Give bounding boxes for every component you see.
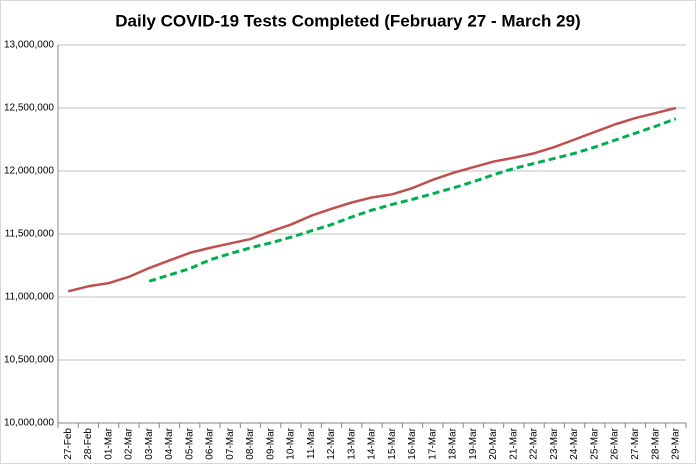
x-tick-label: 13-Mar [346,427,357,459]
x-tick-label: 27-Feb [63,428,74,460]
x-tick-label: 19-Mar [468,427,479,459]
x-tick-label: 25-Mar [589,427,600,459]
x-tick-label: 07-Mar [225,427,236,459]
x-tick-label: 27-Mar [630,427,641,459]
x-tick-label: 05-Mar [184,427,195,459]
x-tick-label: 24-Mar [569,427,580,459]
y-tick-label: 11,000,000 [5,292,55,303]
x-tick-label: 11-Mar [306,427,317,459]
x-tick-label: 15-Mar [387,427,398,459]
x-tick-label: 01-Mar [103,427,114,459]
x-tick-label: 20-Mar [488,427,499,459]
x-tick-label: 14-Mar [367,427,378,459]
x-tick-label: 08-Mar [245,427,256,459]
y-tick-label: 13,000,000 [4,40,54,51]
x-tick-label: 16-Mar [407,427,418,459]
x-tick-label: 09-Mar [265,427,276,459]
y-tick-label: 10,000,000 [4,418,54,429]
x-tick-label: 23-Mar [549,427,560,459]
x-tick-label: 10-Mar [286,427,297,459]
x-tick-label: 21-Mar [508,427,519,459]
x-tick-label: 04-Mar [164,427,175,459]
chart-title: Daily COVID-19 Tests Completed (February… [115,11,580,30]
x-tick-label: 26-Mar [610,427,621,459]
x-tick-label: 22-Mar [529,427,540,459]
x-tick-label: 28-Mar [650,427,661,459]
x-tick-label: 02-Mar [124,427,135,459]
y-tick-label: 11,500,000 [5,229,55,240]
y-tick-label: 12,500,000 [4,103,54,114]
x-tick-label: 28-Feb [83,428,94,460]
y-tick-label: 10,500,000 [4,355,54,366]
x-tick-label: 29-Mar [671,427,682,459]
series-line [67,106,677,293]
x-tick-label: 06-Mar [205,427,216,459]
y-tick-label: 12,000,000 [4,166,54,177]
x-tick-label: 03-Mar [144,427,155,459]
x-tick-label: 18-Mar [448,427,459,459]
series-line [148,117,677,283]
x-tick-label: 12-Mar [326,427,337,459]
x-tick-label: 17-Mar [427,427,438,459]
